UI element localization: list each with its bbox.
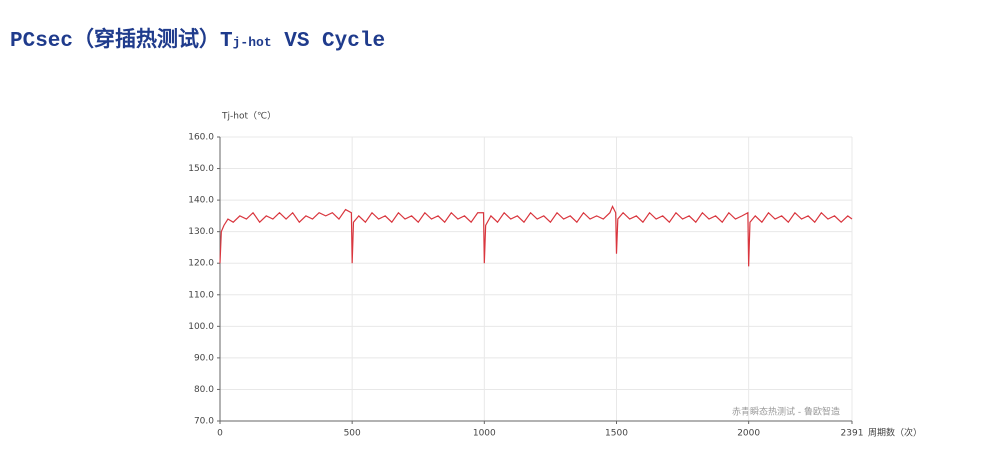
y-axis-label: Tj-hot（℃） xyxy=(221,111,276,122)
chart-title: PCsec（穿插热测试）Tj-hot VS Cycle xyxy=(10,27,385,53)
x-tick-label: 2000 xyxy=(737,429,760,439)
y-tick-label: 90.0 xyxy=(194,353,214,363)
x-axis-label: 周期数（次） xyxy=(868,427,922,439)
x-tick-label: 1500 xyxy=(605,429,628,439)
x-tick-label: 500 xyxy=(344,429,361,439)
y-tick-label: 150.0 xyxy=(188,164,214,174)
y-tick-label: 100.0 xyxy=(188,322,214,332)
y-tick-label: 110.0 xyxy=(188,290,214,300)
y-tick-label: 160.0 xyxy=(188,133,214,143)
y-tick-label: 130.0 xyxy=(188,227,214,237)
x-tick-label: 2391 xyxy=(841,429,864,439)
y-tick-label: 80.0 xyxy=(194,385,214,395)
x-tick-label: 1000 xyxy=(473,429,496,439)
y-tick-label: 140.0 xyxy=(188,196,214,206)
y-tick-label: 70.0 xyxy=(194,417,214,427)
title-main: PCsec（穿插热测试）T xyxy=(10,27,233,53)
title-subscript: j-hot xyxy=(233,35,272,50)
title-suffix: VS Cycle xyxy=(272,30,385,53)
x-tick-label: 0 xyxy=(217,429,223,439)
watermark: 赤青瞬态热测试 - 鲁欧智造 xyxy=(732,406,840,418)
y-tick-label: 120.0 xyxy=(188,259,214,269)
data-line xyxy=(219,204,853,267)
